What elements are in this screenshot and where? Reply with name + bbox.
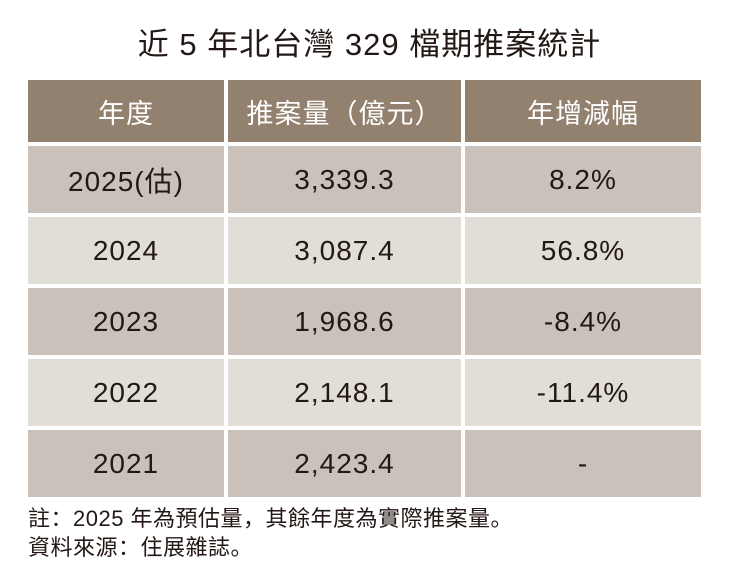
table-header-amount: 推案量（億元） [228,80,461,142]
table-cell-amount: 2,423.4 [228,430,461,497]
table-cell-change: -11.4% [465,359,701,426]
table-header-year: 年度 [28,80,224,142]
table-cell-amount: 1,968.6 [228,288,461,355]
page-title: 近 5 年北台灣 329 檔期推案統計 [137,27,602,62]
table-cell-change: 8.2% [465,146,701,213]
table-cell-year: 2021 [28,430,224,497]
footnotes: 註：2025 年為預估量，其餘年度為實際推案量。 資料來源：住展雜誌。 [28,504,739,562]
table-cell-year: 2022 [28,359,224,426]
table-header-change: 年增減幅 [465,80,701,142]
table-cell-amount: 3,087.4 [228,217,461,284]
table-cell-change: -8.4% [465,288,701,355]
table-cell-amount: 2,148.1 [228,359,461,426]
stats-table: 年度 推案量（億元） 年增減幅 2025(估) 3,339.3 8.2% 2024 3,087… [28,80,701,497]
table-cell-change: - [465,430,701,497]
footnote-estimate: 註：2025 年為預估量，其餘年度為實際推案量。 [28,506,514,531]
table-cell-year: 2024 [28,217,224,284]
table-cell-change: 56.8% [465,217,701,284]
table-cell-amount: 3,339.3 [228,146,461,213]
table-cell-year: 2025(估) [28,146,224,213]
table-cell-year: 2023 [28,288,224,355]
footnote-source: 資料來源：住展雜誌。 [28,535,254,560]
